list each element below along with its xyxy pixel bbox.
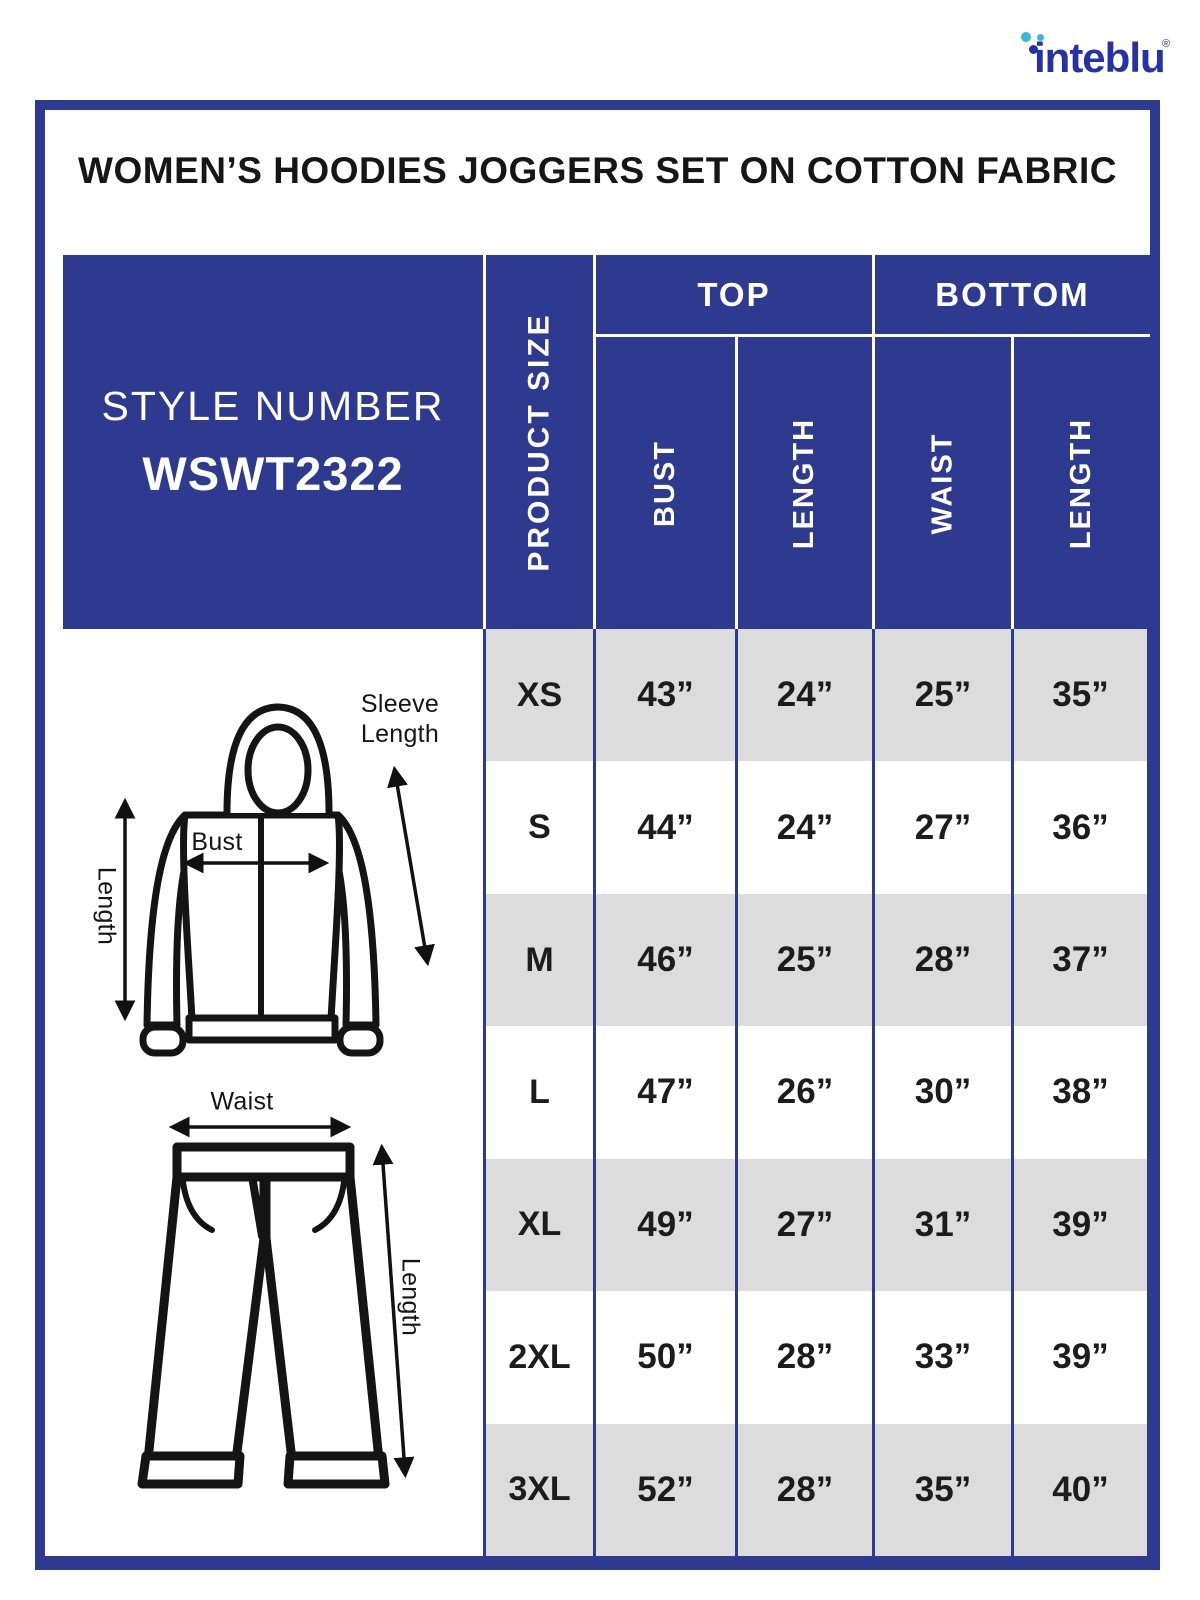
waist-cell: 30”: [872, 1026, 1011, 1159]
joggers-right-pocket: [312, 1179, 347, 1233]
brand-name: inteblu: [1034, 34, 1166, 81]
bust-cell: 43”: [593, 629, 735, 762]
length-arrow: [372, 1143, 415, 1479]
table-row: 2XL 50” 28” 33” 39”: [483, 1291, 1150, 1424]
bust-cell: 46”: [593, 893, 735, 1027]
table-row: 3XL 52” 28” 35” 40”: [483, 1423, 1150, 1556]
top-length-cell: 24”: [735, 629, 872, 762]
bottom-length-cell: 39”: [1011, 1158, 1150, 1292]
joggers-right-cuff: [283, 1451, 390, 1489]
bust-cell: 47”: [593, 1026, 735, 1159]
hoodie-length-label: Length: [92, 866, 121, 946]
joggers-fly-line: [249, 1178, 266, 1240]
column-header-bottom-length: LENGTH: [1011, 337, 1150, 629]
bottom-length-cell: 40”: [1011, 1423, 1150, 1556]
bottom-length-cell: 36”: [1011, 761, 1150, 894]
waist-cell: 35”: [872, 1423, 1011, 1556]
top-length-cell: 27”: [735, 1158, 872, 1292]
waist-cell: 28”: [872, 893, 1011, 1027]
waist-cell: 25”: [872, 629, 1011, 762]
top-length-cell: 28”: [735, 1423, 872, 1556]
joggers-waistband: [172, 1142, 355, 1182]
table-row: M 46” 25” 28” 37”: [483, 893, 1150, 1027]
table-row: L 47” 26” 30” 38”: [483, 1026, 1150, 1159]
size-cell: M: [483, 893, 593, 1027]
joggers-left-pocket: [180, 1179, 215, 1233]
top-length-cell: 25”: [735, 893, 872, 1027]
top-length-cell: 24”: [735, 761, 872, 894]
hoodie-diagram: [114, 703, 435, 1057]
size-cell: XS: [483, 629, 593, 762]
column-header-top-length: LENGTH: [735, 337, 872, 629]
page-title: WOMEN’S HOODIES JOGGERS SET ON COTTON FA…: [78, 150, 1117, 191]
column-header-waist: WAIST: [872, 337, 1011, 629]
table-header: STYLE NUMBER WSWT2322 PRODUCT SIZE TOP B…: [63, 255, 1150, 629]
joggers-diagram: [137, 1116, 415, 1489]
hoodie-waistband: [185, 1014, 339, 1044]
size-cell: L: [483, 1026, 593, 1159]
bust-cell: 50”: [593, 1291, 735, 1424]
joggers-left-leg: [143, 1172, 269, 1465]
bottom-length-cell: 39”: [1011, 1291, 1150, 1424]
group-header-top: TOP: [593, 255, 872, 337]
size-cell: S: [483, 761, 593, 894]
bust-cell: 44”: [593, 761, 735, 894]
style-number-cell: STYLE NUMBER WSWT2322: [63, 255, 483, 629]
waist-cell: 33”: [872, 1291, 1011, 1424]
product-size-header: PRODUCT SIZE: [483, 255, 593, 629]
top-length-cell: 26”: [735, 1026, 872, 1159]
table-body: XS 43” 24” 25” 35” S 44” 24” 27” 36” M 4…: [483, 629, 1150, 1556]
size-cell: 3XL: [483, 1423, 593, 1556]
registered-mark: ®: [1162, 38, 1171, 50]
size-cell: XL: [483, 1158, 593, 1292]
bottom-length-cell: 37”: [1011, 893, 1150, 1027]
top-length-cell: 28”: [735, 1291, 872, 1424]
bust-label: Bust: [191, 828, 243, 856]
waist-cell: 31”: [872, 1158, 1011, 1292]
table-row: XL 49” 27” 31” 39”: [483, 1158, 1150, 1292]
bust-cell: 52”: [593, 1423, 735, 1556]
hoodie-right-cuff: [336, 1023, 384, 1057]
logo-dot-icon: [1029, 45, 1038, 54]
group-header-bottom: BOTTOM: [872, 255, 1150, 337]
joggers-right-leg: [261, 1172, 384, 1465]
waist-label: Waist: [210, 1087, 274, 1116]
bottom-length-cell: 35”: [1011, 629, 1150, 762]
sleeve-length-label: Sleeve Length: [360, 690, 440, 748]
sleeve-length-arrow: [387, 765, 435, 967]
table-row: S 44” 24” 27” 36”: [483, 761, 1150, 894]
hoodie-left-cuff: [139, 1023, 187, 1057]
bottom-length-cell: 38”: [1011, 1026, 1150, 1159]
style-number-label: STYLE NUMBER: [101, 383, 445, 429]
hoodie-face-opening: [244, 723, 312, 817]
product-size-label: PRODUCT SIZE: [522, 312, 556, 572]
joggers-length-label: Length: [396, 1257, 425, 1337]
waist-cell: 27”: [872, 761, 1011, 894]
logo-dot-icon: [1037, 34, 1044, 41]
column-header-bust: BUST: [593, 337, 735, 629]
joggers-left-cuff: [137, 1451, 245, 1489]
brand-logo: inteblu ®: [1012, 22, 1187, 88]
table-row: XS 43” 24” 25” 35”: [483, 629, 1150, 762]
style-number-value: WSWT2322: [142, 447, 404, 500]
bust-cell: 49”: [593, 1158, 735, 1292]
logo-dot-icon: [1021, 32, 1031, 42]
size-cell: 2XL: [483, 1291, 593, 1424]
